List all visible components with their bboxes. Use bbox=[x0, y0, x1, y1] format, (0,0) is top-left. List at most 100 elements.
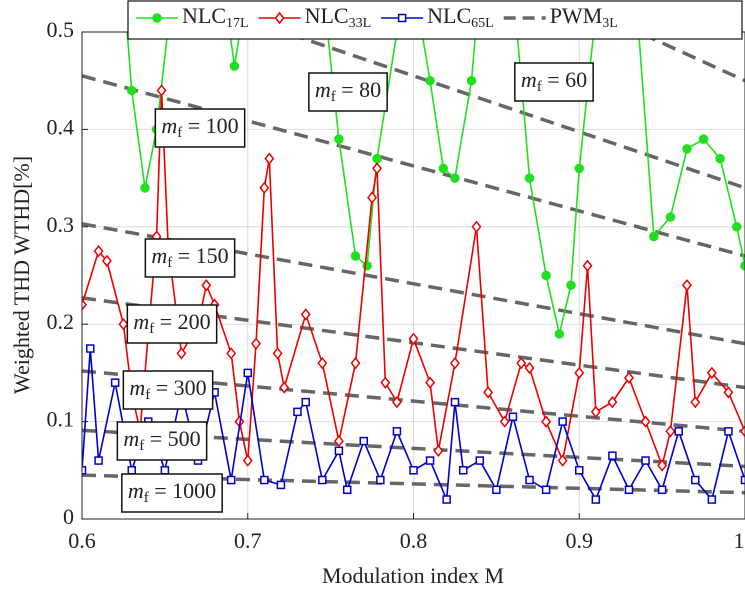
marker bbox=[300, 308, 311, 321]
marker bbox=[397, 13, 407, 23]
marker bbox=[624, 485, 634, 495]
marker bbox=[557, 454, 568, 467]
legend-sub: 3L bbox=[602, 16, 618, 31]
annotation-sub: f bbox=[149, 321, 154, 337]
marker bbox=[392, 427, 402, 436]
marker bbox=[590, 405, 601, 419]
y-tick-label: 0 bbox=[63, 504, 74, 529]
marker bbox=[575, 466, 584, 475]
annotation-value: = 60 bbox=[542, 67, 587, 92]
legend-label: NLC65L bbox=[427, 3, 494, 31]
marker bbox=[508, 412, 518, 421]
marker bbox=[574, 163, 584, 174]
marker bbox=[466, 75, 477, 86]
marker bbox=[483, 386, 494, 399]
marker bbox=[524, 361, 535, 375]
marker bbox=[333, 434, 344, 448]
marker bbox=[458, 466, 468, 475]
marker bbox=[442, 495, 451, 504]
annotation-symbol: m bbox=[521, 67, 537, 92]
marker bbox=[425, 75, 435, 86]
marker bbox=[640, 415, 651, 428]
pwm-line bbox=[82, 74, 745, 258]
annotation-value: = 500 bbox=[144, 426, 200, 451]
marker bbox=[127, 466, 136, 475]
marker bbox=[251, 337, 261, 350]
marker bbox=[715, 153, 725, 164]
y-tick-label: 0.4 bbox=[47, 114, 75, 139]
marker bbox=[409, 466, 418, 475]
marker bbox=[524, 173, 535, 183]
marker bbox=[607, 395, 618, 409]
marker bbox=[94, 456, 103, 465]
marker bbox=[242, 454, 253, 467]
marker bbox=[301, 397, 311, 407]
marker bbox=[657, 485, 667, 495]
marker bbox=[229, 61, 240, 71]
legend-label: NLC33L bbox=[305, 3, 372, 31]
marker bbox=[86, 344, 95, 353]
series-line bbox=[82, 90, 745, 469]
marker bbox=[566, 280, 576, 290]
marker bbox=[657, 459, 668, 472]
marker bbox=[541, 485, 551, 495]
marker bbox=[226, 347, 237, 360]
annotation-sub: f bbox=[331, 89, 336, 105]
marker bbox=[350, 356, 361, 370]
annotation-symbol: m bbox=[315, 77, 331, 102]
y-tick-label: 0.2 bbox=[47, 309, 75, 334]
marker bbox=[475, 456, 485, 465]
legend-sub: 17L bbox=[226, 16, 249, 31]
legend-name: NLC bbox=[305, 3, 349, 28]
marker bbox=[731, 222, 742, 232]
y-axis-label: Weighted THD WTHD[%] bbox=[9, 156, 34, 394]
x-tick-label: 0.7 bbox=[234, 528, 262, 553]
marker bbox=[201, 279, 212, 292]
x-tick-label: 0.6 bbox=[68, 528, 96, 553]
marker bbox=[706, 366, 717, 380]
marker bbox=[101, 254, 112, 268]
marker bbox=[516, 356, 527, 370]
marker bbox=[279, 381, 290, 394]
marker bbox=[359, 436, 369, 446]
annotation: mf = 80 bbox=[308, 72, 388, 112]
marker bbox=[665, 212, 676, 222]
annotation-box bbox=[121, 473, 223, 513]
marker bbox=[93, 244, 104, 258]
annotation-text: mf = 1000 bbox=[128, 478, 216, 506]
legend-label: PWM3L bbox=[550, 3, 618, 31]
annotation-text: mf = 150 bbox=[151, 243, 228, 271]
marker bbox=[541, 270, 551, 281]
annotation-text: mf = 100 bbox=[161, 113, 238, 141]
annotation-symbol: m bbox=[128, 478, 144, 503]
marker bbox=[425, 456, 435, 465]
marker bbox=[272, 347, 283, 360]
marker bbox=[380, 376, 391, 389]
marker bbox=[82, 298, 87, 311]
annotation-box bbox=[308, 72, 388, 112]
annotation: mf = 500 bbox=[116, 421, 208, 461]
x-tick-label: 1 bbox=[734, 528, 745, 553]
marker bbox=[408, 332, 419, 346]
marker bbox=[591, 495, 601, 504]
marker bbox=[541, 415, 552, 428]
marker bbox=[471, 220, 482, 234]
marker bbox=[525, 475, 534, 485]
marker bbox=[317, 356, 328, 370]
pwm-line bbox=[278, 32, 745, 190]
annotation-box bbox=[154, 108, 246, 148]
marker bbox=[372, 153, 382, 164]
marker bbox=[558, 417, 567, 426]
legend-sub: 33L bbox=[349, 16, 372, 31]
annotation-value: = 300 bbox=[150, 375, 206, 400]
annotation-sub: f bbox=[177, 125, 182, 141]
marker bbox=[372, 162, 382, 175]
annotation: mf = 150 bbox=[144, 238, 236, 278]
annotation: mf = 1000 bbox=[121, 473, 223, 513]
marker bbox=[156, 84, 167, 97]
marker bbox=[176, 347, 187, 360]
axes: 0 0.1 0.2 0.3 0.4 0.5 0.6 0.7 0.8 0.9 1 bbox=[47, 17, 745, 553]
marker bbox=[425, 376, 436, 389]
y-tick-label: 0.1 bbox=[47, 407, 75, 432]
annotation-sub: f bbox=[537, 79, 542, 95]
